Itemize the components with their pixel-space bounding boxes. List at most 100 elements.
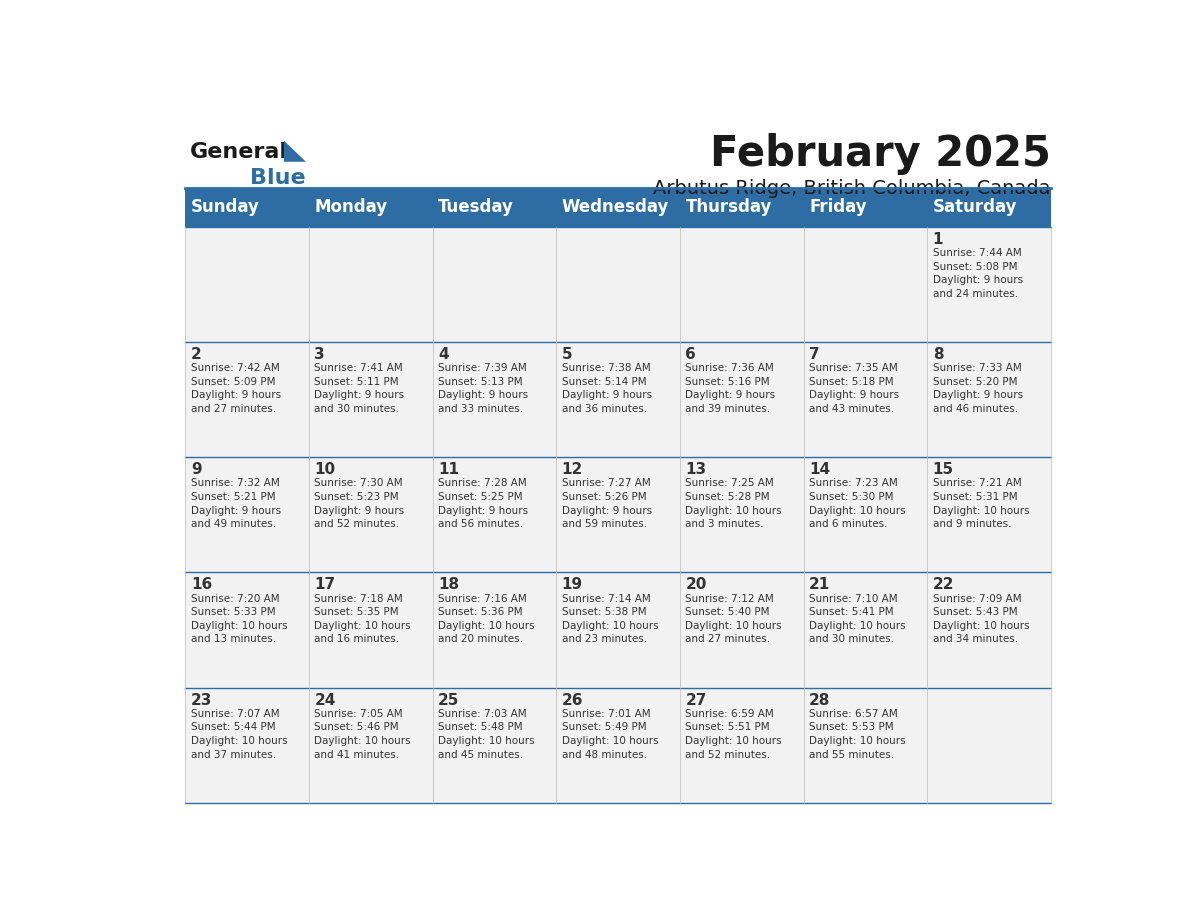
Bar bbox=[680, 688, 803, 803]
Text: Sunrise: 7:30 AM
Sunset: 5:23 PM
Daylight: 9 hours
and 52 minutes.: Sunrise: 7:30 AM Sunset: 5:23 PM Dayligh… bbox=[315, 478, 405, 530]
Text: Sunrise: 7:12 AM
Sunset: 5:40 PM
Daylight: 10 hours
and 27 minutes.: Sunrise: 7:12 AM Sunset: 5:40 PM Dayligh… bbox=[685, 594, 782, 644]
Bar bbox=[309, 457, 432, 573]
Text: 23: 23 bbox=[191, 692, 213, 708]
Bar bbox=[556, 342, 680, 457]
Text: 19: 19 bbox=[562, 577, 583, 592]
Text: Sunrise: 7:16 AM
Sunset: 5:36 PM
Daylight: 10 hours
and 20 minutes.: Sunrise: 7:16 AM Sunset: 5:36 PM Dayligh… bbox=[438, 594, 535, 644]
Bar bbox=[309, 342, 432, 457]
Text: 20: 20 bbox=[685, 577, 707, 592]
Bar bbox=[803, 342, 927, 457]
Text: Sunrise: 7:44 AM
Sunset: 5:08 PM
Daylight: 9 hours
and 24 minutes.: Sunrise: 7:44 AM Sunset: 5:08 PM Dayligh… bbox=[933, 248, 1023, 298]
Bar bbox=[556, 457, 680, 573]
Text: 10: 10 bbox=[315, 462, 336, 477]
Text: 11: 11 bbox=[438, 462, 459, 477]
Bar bbox=[556, 573, 680, 688]
Bar bbox=[803, 573, 927, 688]
Bar bbox=[927, 573, 1051, 688]
Text: Thursday: Thursday bbox=[685, 198, 772, 217]
Text: Sunrise: 7:28 AM
Sunset: 5:25 PM
Daylight: 9 hours
and 56 minutes.: Sunrise: 7:28 AM Sunset: 5:25 PM Dayligh… bbox=[438, 478, 529, 530]
Bar bbox=[309, 688, 432, 803]
Text: 9: 9 bbox=[191, 462, 202, 477]
Bar bbox=[185, 457, 309, 573]
Text: 12: 12 bbox=[562, 462, 583, 477]
Bar bbox=[803, 688, 927, 803]
Text: 24: 24 bbox=[315, 692, 336, 708]
Text: 25: 25 bbox=[438, 692, 460, 708]
Text: 5: 5 bbox=[562, 347, 573, 362]
Bar bbox=[309, 573, 432, 688]
Bar bbox=[803, 227, 927, 342]
Bar bbox=[680, 457, 803, 573]
Bar bbox=[927, 457, 1051, 573]
Text: Sunday: Sunday bbox=[191, 198, 260, 217]
Text: 1: 1 bbox=[933, 231, 943, 247]
Bar bbox=[432, 227, 556, 342]
Bar bbox=[680, 227, 803, 342]
Bar bbox=[185, 573, 309, 688]
Text: February 2025: February 2025 bbox=[710, 133, 1051, 174]
Text: 15: 15 bbox=[933, 462, 954, 477]
Text: 18: 18 bbox=[438, 577, 460, 592]
Text: Sunrise: 7:42 AM
Sunset: 5:09 PM
Daylight: 9 hours
and 27 minutes.: Sunrise: 7:42 AM Sunset: 5:09 PM Dayligh… bbox=[191, 364, 282, 414]
Text: 3: 3 bbox=[315, 347, 326, 362]
Text: Sunrise: 7:03 AM
Sunset: 5:48 PM
Daylight: 10 hours
and 45 minutes.: Sunrise: 7:03 AM Sunset: 5:48 PM Dayligh… bbox=[438, 709, 535, 760]
Text: Sunrise: 7:25 AM
Sunset: 5:28 PM
Daylight: 10 hours
and 3 minutes.: Sunrise: 7:25 AM Sunset: 5:28 PM Dayligh… bbox=[685, 478, 782, 530]
Text: Sunrise: 7:33 AM
Sunset: 5:20 PM
Daylight: 9 hours
and 46 minutes.: Sunrise: 7:33 AM Sunset: 5:20 PM Dayligh… bbox=[933, 364, 1023, 414]
Text: 22: 22 bbox=[933, 577, 954, 592]
Bar bbox=[185, 188, 1051, 227]
Bar bbox=[309, 227, 432, 342]
Bar bbox=[680, 573, 803, 688]
Text: Sunrise: 7:32 AM
Sunset: 5:21 PM
Daylight: 9 hours
and 49 minutes.: Sunrise: 7:32 AM Sunset: 5:21 PM Dayligh… bbox=[191, 478, 282, 530]
Text: Saturday: Saturday bbox=[933, 198, 1017, 217]
Text: 16: 16 bbox=[191, 577, 213, 592]
Text: Sunrise: 7:38 AM
Sunset: 5:14 PM
Daylight: 9 hours
and 36 minutes.: Sunrise: 7:38 AM Sunset: 5:14 PM Dayligh… bbox=[562, 364, 652, 414]
Text: Sunrise: 7:14 AM
Sunset: 5:38 PM
Daylight: 10 hours
and 23 minutes.: Sunrise: 7:14 AM Sunset: 5:38 PM Dayligh… bbox=[562, 594, 658, 644]
Text: 13: 13 bbox=[685, 462, 707, 477]
Text: Friday: Friday bbox=[809, 198, 867, 217]
Text: 26: 26 bbox=[562, 692, 583, 708]
Text: 4: 4 bbox=[438, 347, 449, 362]
Text: 28: 28 bbox=[809, 692, 830, 708]
Text: 27: 27 bbox=[685, 692, 707, 708]
Text: Monday: Monday bbox=[315, 198, 387, 217]
Text: Sunrise: 7:05 AM
Sunset: 5:46 PM
Daylight: 10 hours
and 41 minutes.: Sunrise: 7:05 AM Sunset: 5:46 PM Dayligh… bbox=[315, 709, 411, 760]
Text: 2: 2 bbox=[191, 347, 202, 362]
Bar bbox=[432, 342, 556, 457]
Text: Sunrise: 7:07 AM
Sunset: 5:44 PM
Daylight: 10 hours
and 37 minutes.: Sunrise: 7:07 AM Sunset: 5:44 PM Dayligh… bbox=[191, 709, 287, 760]
Bar bbox=[556, 227, 680, 342]
Bar bbox=[927, 227, 1051, 342]
Bar bbox=[927, 688, 1051, 803]
Bar bbox=[185, 342, 309, 457]
Text: 6: 6 bbox=[685, 347, 696, 362]
Text: Sunrise: 7:21 AM
Sunset: 5:31 PM
Daylight: 10 hours
and 9 minutes.: Sunrise: 7:21 AM Sunset: 5:31 PM Dayligh… bbox=[933, 478, 1029, 530]
Text: 21: 21 bbox=[809, 577, 830, 592]
Bar bbox=[432, 688, 556, 803]
Text: 14: 14 bbox=[809, 462, 830, 477]
Bar bbox=[927, 342, 1051, 457]
Text: Sunrise: 7:36 AM
Sunset: 5:16 PM
Daylight: 9 hours
and 39 minutes.: Sunrise: 7:36 AM Sunset: 5:16 PM Dayligh… bbox=[685, 364, 776, 414]
Text: Sunrise: 7:18 AM
Sunset: 5:35 PM
Daylight: 10 hours
and 16 minutes.: Sunrise: 7:18 AM Sunset: 5:35 PM Dayligh… bbox=[315, 594, 411, 644]
Text: Sunrise: 7:39 AM
Sunset: 5:13 PM
Daylight: 9 hours
and 33 minutes.: Sunrise: 7:39 AM Sunset: 5:13 PM Dayligh… bbox=[438, 364, 529, 414]
Bar bbox=[556, 688, 680, 803]
Text: Sunrise: 7:41 AM
Sunset: 5:11 PM
Daylight: 9 hours
and 30 minutes.: Sunrise: 7:41 AM Sunset: 5:11 PM Dayligh… bbox=[315, 364, 405, 414]
Bar bbox=[432, 573, 556, 688]
Text: General: General bbox=[190, 142, 287, 162]
Text: 8: 8 bbox=[933, 347, 943, 362]
Bar bbox=[185, 227, 309, 342]
Text: 7: 7 bbox=[809, 347, 820, 362]
Bar bbox=[185, 688, 309, 803]
Text: Sunrise: 7:35 AM
Sunset: 5:18 PM
Daylight: 9 hours
and 43 minutes.: Sunrise: 7:35 AM Sunset: 5:18 PM Dayligh… bbox=[809, 364, 899, 414]
Polygon shape bbox=[284, 140, 307, 162]
Bar bbox=[680, 342, 803, 457]
Text: Sunrise: 6:59 AM
Sunset: 5:51 PM
Daylight: 10 hours
and 52 minutes.: Sunrise: 6:59 AM Sunset: 5:51 PM Dayligh… bbox=[685, 709, 782, 760]
Text: Sunrise: 7:20 AM
Sunset: 5:33 PM
Daylight: 10 hours
and 13 minutes.: Sunrise: 7:20 AM Sunset: 5:33 PM Dayligh… bbox=[191, 594, 287, 644]
Text: Arbutus Ridge, British Columbia, Canada: Arbutus Ridge, British Columbia, Canada bbox=[653, 179, 1051, 198]
Text: Tuesday: Tuesday bbox=[438, 198, 514, 217]
Text: Sunrise: 7:01 AM
Sunset: 5:49 PM
Daylight: 10 hours
and 48 minutes.: Sunrise: 7:01 AM Sunset: 5:49 PM Dayligh… bbox=[562, 709, 658, 760]
Text: Wednesday: Wednesday bbox=[562, 198, 669, 217]
Text: Sunrise: 7:27 AM
Sunset: 5:26 PM
Daylight: 9 hours
and 59 minutes.: Sunrise: 7:27 AM Sunset: 5:26 PM Dayligh… bbox=[562, 478, 652, 530]
Bar bbox=[432, 457, 556, 573]
Bar bbox=[803, 457, 927, 573]
Text: 17: 17 bbox=[315, 577, 336, 592]
Text: Sunrise: 7:10 AM
Sunset: 5:41 PM
Daylight: 10 hours
and 30 minutes.: Sunrise: 7:10 AM Sunset: 5:41 PM Dayligh… bbox=[809, 594, 905, 644]
